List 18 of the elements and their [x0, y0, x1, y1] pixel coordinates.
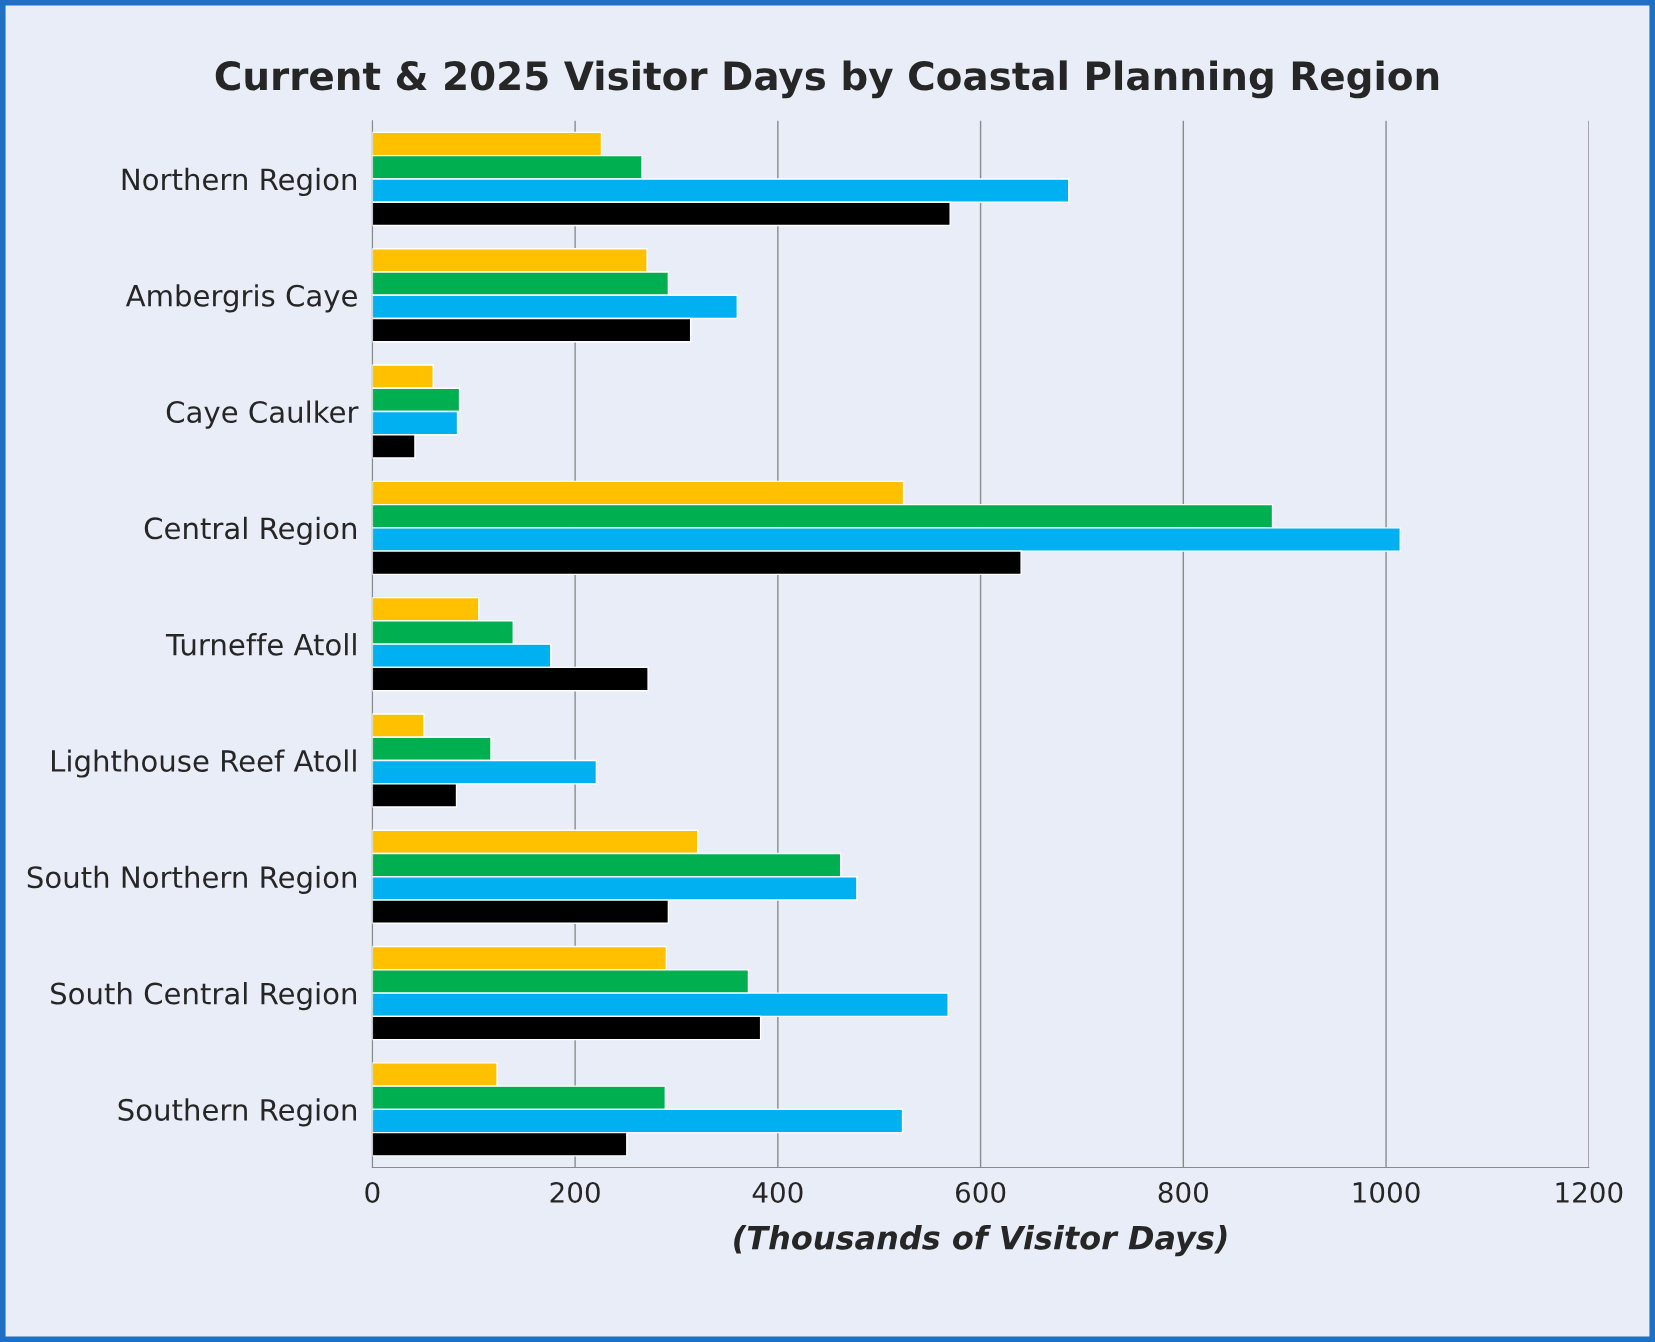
y-tick-label: Turneffe Atoll — [165, 633, 356, 656]
x-tick-label: 1000 — [1353, 1181, 1420, 1203]
x-tick-label: 400 — [752, 1181, 803, 1203]
x-axis-title: (Thousands of Visitor Days) — [734, 1224, 1227, 1257]
y-tick-label: Southern Region — [118, 1098, 357, 1127]
x-tick-label: 600 — [956, 1181, 1006, 1203]
y-tick-label: Caye Caulker — [166, 400, 359, 429]
y-tick-label: South Northern Region — [27, 865, 357, 894]
x-tick-label: 200 — [550, 1181, 600, 1203]
x-tick-label: 800 — [1158, 1181, 1208, 1203]
x-tick-label: 1200 — [1556, 1181, 1623, 1203]
y-tick-label: Ambergris Caye — [125, 284, 357, 313]
y-tick-label: Central Region — [144, 516, 357, 545]
y-tick-label: Lighthouse Reef Atoll — [52, 749, 356, 778]
chart-title: Current & 2025 Visitor Days by Coastal Planning Region — [215, 60, 1439, 99]
y-tick-label: South Central Region — [51, 982, 357, 1011]
y-tick-label: Northern Region — [122, 167, 357, 197]
x-tick-label: 0 — [365, 1181, 380, 1203]
